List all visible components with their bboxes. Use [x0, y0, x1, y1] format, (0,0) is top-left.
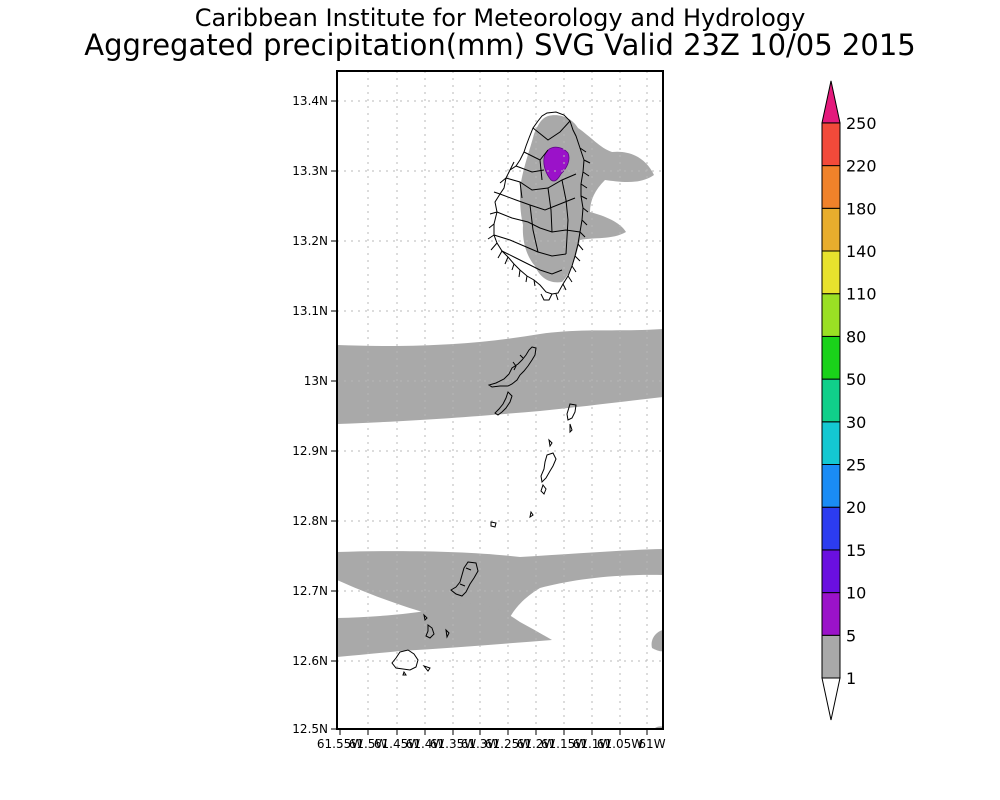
colorbar-swatch [821, 165, 841, 209]
colorbar-label: 30 [846, 413, 866, 432]
lon-tick-label: 61.45W [374, 737, 420, 751]
lat-tick-label: 13.4N [292, 94, 328, 108]
colorbar-above-max-triangle [821, 80, 841, 124]
lat-tick-label: 12.7N [292, 584, 328, 598]
colorbar-label: 140 [846, 242, 877, 261]
colorbar-label: 80 [846, 327, 866, 346]
colorbar-label: 10 [846, 584, 866, 603]
lon-tick-label: 61.05W [597, 737, 643, 751]
colorbar-label: 220 [846, 157, 877, 176]
lat-tick-label: 13.1N [292, 304, 328, 318]
lon-tick-label: 61.35W [430, 737, 476, 751]
lat-tick-label: 13.3N [292, 164, 328, 178]
colorbar-swatch [821, 464, 841, 508]
lat-tick-label: 12.5N [292, 722, 328, 736]
colorbar-label: 25 [846, 456, 866, 475]
lat-tick-label: 13N [304, 374, 328, 388]
islands-carriacou [450, 561, 479, 597]
colorbar-swatch [821, 293, 841, 337]
colorbar-swatch [821, 122, 841, 167]
colorbar-swatch [821, 250, 841, 295]
lat-tick-label: 12.8N [292, 514, 328, 528]
lon-tick-label: 61.5W [349, 737, 388, 751]
island-st-lucia [487, 111, 591, 301]
islands-grenadines [490, 403, 577, 528]
precip-areas-1-5mm [337, 115, 663, 729]
rain-band-south-upper [337, 549, 663, 630]
lat-tick-label: 12.6N [292, 654, 328, 668]
rain-band-south-lower [337, 602, 552, 657]
colorbar-label: 20 [846, 498, 866, 517]
colorbar-label: 1 [846, 669, 856, 688]
lon-tick-label: 61.1W [573, 737, 612, 751]
title-product: Aggregated precipitation(mm) SVG Valid 2… [84, 28, 916, 62]
colorbar-swatch [821, 335, 841, 380]
colorbar-label: 110 [846, 285, 877, 304]
rain-patch-east-edge [651, 630, 663, 652]
colorbar-below-min-triangle [821, 677, 841, 721]
latitude-axis [331, 100, 337, 730]
title-institute: Caribbean Institute for Meteorology and … [194, 4, 806, 32]
colorbar-swatch [821, 634, 841, 679]
lon-tick-label: 61.25W [485, 737, 531, 751]
rain-band-north [337, 329, 663, 424]
colorbar-swatch [821, 549, 841, 594]
map-gridlines [337, 71, 663, 729]
colorbar-swatch [821, 378, 841, 423]
lon-tick-label: 61W [638, 737, 665, 751]
lon-tick-label: 61.55W [317, 737, 363, 751]
islands-grenada-islets [391, 613, 450, 676]
longitude-axis [339, 729, 648, 735]
colorbar-label: 50 [846, 370, 866, 389]
lat-tick-label: 12.9N [292, 444, 328, 458]
colorbar-label: 15 [846, 541, 866, 560]
colorbar-label: 180 [846, 199, 877, 218]
island-st-vincent [487, 346, 537, 416]
precip-area-5-10mm [543, 146, 570, 182]
colorbar-swatch [821, 506, 841, 551]
colorbar-swatch [821, 421, 841, 465]
lon-tick-label: 61.15W [541, 737, 587, 751]
colorbar-swatch [821, 592, 841, 636]
colorbar-label: 5 [846, 626, 856, 645]
lon-tick-label: 61.3W [461, 737, 500, 751]
map-frame [336, 70, 664, 730]
lon-tick-label: 61.4W [406, 737, 445, 751]
lon-tick-label: 61.2W [517, 737, 556, 751]
lat-tick-label: 13.2N [292, 234, 328, 248]
colorbar-label: 250 [846, 114, 877, 133]
colorbar-swatch [821, 207, 841, 252]
